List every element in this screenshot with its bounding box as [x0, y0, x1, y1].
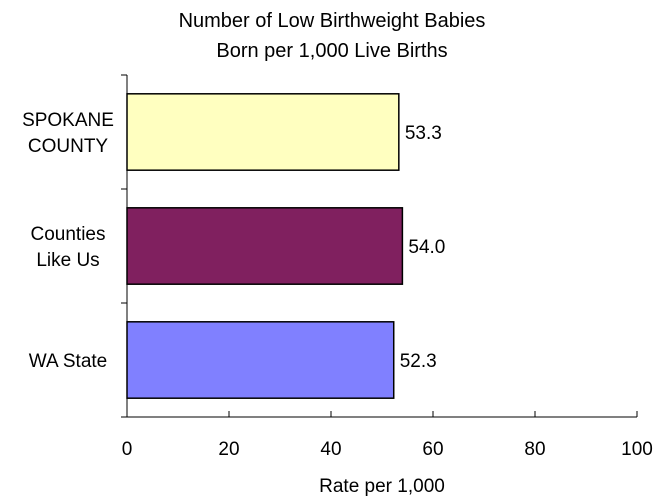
bar	[126, 93, 400, 171]
x-tick-label: 40	[320, 439, 341, 460]
x-axis-ticks: 0 20 40 60 80 100	[122, 411, 653, 460]
y-axis-ticks: SPOKANE COUNTY Counties Like Us WA State	[22, 74, 127, 418]
chart-title-line-1: Number of Low Birthweight Babies	[179, 10, 486, 32]
category-label: WA State	[29, 351, 108, 372]
category-label: Like Us	[36, 250, 99, 271]
bars: 53.3 54.0 52.3	[126, 93, 445, 399]
bar-value-label: 54.0	[408, 237, 445, 258]
category-label: Counties	[31, 224, 106, 245]
bar-value-label: 53.3	[405, 123, 442, 144]
x-tick-label: 100	[621, 439, 653, 460]
x-axis-label: Rate per 1,000	[319, 476, 445, 497]
x-tick-label: 60	[422, 439, 443, 460]
bar	[126, 207, 404, 285]
category-label: COUNTY	[28, 136, 109, 157]
bar-value-label: 52.3	[400, 351, 437, 372]
x-tick-label: 80	[524, 439, 545, 460]
chart-title-line-2: Born per 1,000 Live Births	[216, 40, 447, 62]
bar	[126, 321, 395, 399]
category-label: SPOKANE	[22, 110, 114, 131]
x-tick-label: 0	[122, 439, 133, 460]
x-tick-label: 20	[218, 439, 239, 460]
